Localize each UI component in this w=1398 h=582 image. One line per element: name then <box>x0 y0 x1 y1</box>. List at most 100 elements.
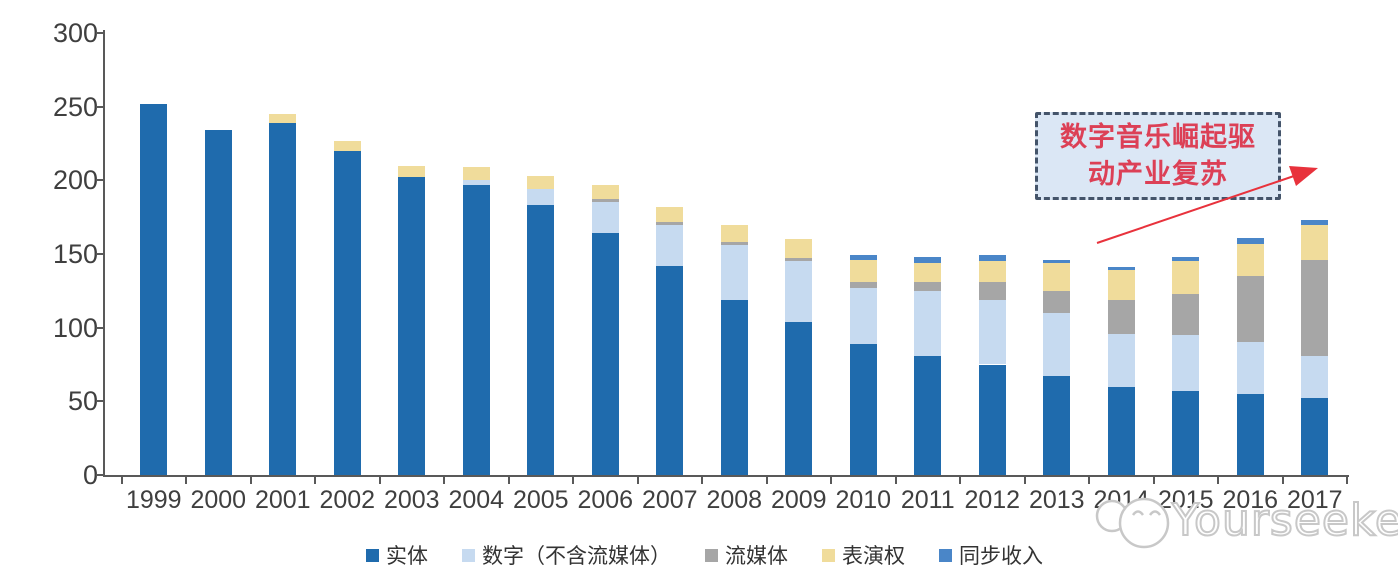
bar-segment-实体 <box>1236 393 1264 475</box>
y-axis-tick-label: 0 <box>82 460 98 490</box>
y-axis-tick-mark <box>96 32 105 34</box>
bar-segment-表演权 <box>1236 243 1264 277</box>
bar-segment-流媒体 <box>1043 290 1071 313</box>
x-axis-tick-mark <box>1088 477 1090 484</box>
x-axis-tick-mark <box>765 477 768 484</box>
y-axis-tick-label: 150 <box>52 239 98 269</box>
bar-segment-数字（不含流媒体） <box>656 224 684 266</box>
annotation-callout: 数字音乐崛起驱 动产业复苏 <box>1035 112 1281 200</box>
x-axis-tick-label: 2010 <box>835 486 892 514</box>
watermark-logo-icon <box>1095 497 1170 549</box>
legend-label: 同步收入 <box>959 545 1043 568</box>
bar-segment-表演权 <box>527 175 555 190</box>
x-axis-tick-label: 2002 <box>319 486 376 514</box>
x-axis-tick-label: 2016 <box>1222 486 1279 514</box>
x-axis-tick-label: 2005 <box>512 486 569 514</box>
x-axis-tick-mark <box>1346 477 1348 484</box>
bar-segment-实体 <box>140 103 168 475</box>
bar-segment-实体 <box>398 177 426 475</box>
bar-segment-表演权 <box>785 239 813 259</box>
x-axis-tick-label: 2000 <box>190 486 247 514</box>
bar-segment-数字（不含流媒体） <box>1043 312 1071 377</box>
bar-segment-数字（不含流媒体） <box>1236 342 1264 394</box>
bar-segment-实体 <box>720 299 748 475</box>
bar-segment-流媒体 <box>914 281 942 291</box>
x-axis-tick-mark <box>507 477 510 484</box>
x-axis-tick-label: 2003 <box>383 486 440 514</box>
y-axis-tick-label: 200 <box>52 165 98 196</box>
legend-swatch-icon <box>822 548 835 562</box>
x-axis-tick-mark <box>701 477 703 484</box>
bar-segment-实体 <box>204 130 232 475</box>
bar-segment-实体 <box>914 355 942 475</box>
bar-segment-流媒体 <box>978 281 1006 300</box>
bar-segment-流媒体 <box>849 281 877 288</box>
x-axis-tick-label: 2008 <box>706 486 763 514</box>
y-axis-tick-mark <box>96 253 105 255</box>
y-axis-tick-label: 250 <box>52 91 98 122</box>
x-axis-tick-label: 1999 <box>125 486 182 514</box>
bar-segment-表演权 <box>914 262 942 282</box>
bar-segment-同步收入 <box>978 255 1006 262</box>
bar-segment-同步收入 <box>849 255 877 260</box>
bar-segment-实体 <box>656 265 684 475</box>
annotation-text-line1: 数字音乐崛起驱 <box>1060 122 1256 152</box>
x-axis-tick-mark <box>894 477 897 484</box>
bar-segment-实体 <box>849 343 877 475</box>
x-axis-line <box>103 475 1349 477</box>
bar-segment-同步收入 <box>1301 220 1329 225</box>
bar-segment-数字（不含流媒体） <box>1301 355 1329 399</box>
bar-segment-实体 <box>591 233 619 475</box>
watermark: Yourseeker <box>1084 490 1398 552</box>
bar-segment-同步收入 <box>1236 237 1264 244</box>
bar-segment-数字（不含流媒体） <box>785 261 813 322</box>
legend-item-实体: 实体 <box>366 540 428 570</box>
y-axis-tick-mark <box>96 179 105 182</box>
x-axis-tick-label: 2001 <box>254 486 311 514</box>
bar-segment-数字（不含流媒体） <box>914 290 942 356</box>
legend-swatch-icon <box>366 548 379 562</box>
bar-segment-表演权 <box>1172 261 1200 294</box>
bar-segment-流媒体 <box>1107 299 1135 334</box>
bar-segment-实体 <box>462 184 490 475</box>
bar-segment-实体 <box>978 364 1006 475</box>
x-axis-tick-mark <box>830 477 832 484</box>
legend-swatch-icon <box>462 548 475 562</box>
legend-item-流媒体: 流媒体 <box>705 540 788 570</box>
bar-segment-表演权 <box>849 259 877 282</box>
y-axis-tick-mark <box>96 326 105 329</box>
x-axis-tick-label: 2004 <box>448 486 505 514</box>
legend-item-数字（不含流媒体）: 数字（不含流媒体） <box>462 540 671 570</box>
x-axis-tick-mark <box>314 477 316 484</box>
bar-segment-流媒体 <box>785 258 813 262</box>
bar-segment-表演权 <box>978 261 1006 282</box>
bar-segment-实体 <box>1043 376 1071 475</box>
x-axis-tick-mark <box>378 477 381 484</box>
bar-segment-同步收入 <box>1107 267 1135 271</box>
bar-segment-表演权 <box>720 224 748 243</box>
bar-segment-流媒体 <box>656 221 684 225</box>
x-axis-tick-mark <box>443 477 445 484</box>
y-axis-tick-mark <box>96 105 105 108</box>
x-axis-tick-label: 2009 <box>770 486 827 514</box>
x-axis-tick-mark <box>1281 477 1284 484</box>
bar-segment-数字（不含流媒体） <box>1172 335 1200 392</box>
bar-segment-实体 <box>527 205 555 475</box>
bar-segment-实体 <box>269 122 297 475</box>
bar-segment-数字（不含流媒体） <box>978 299 1006 365</box>
bar-segment-表演权 <box>398 165 426 178</box>
y-axis-tick-label: 50 <box>67 386 98 417</box>
bar-segment-数字（不含流媒体） <box>720 245 748 300</box>
x-axis-tick-label: 2012 <box>964 486 1021 514</box>
watermark-text: Yourseeker <box>1171 494 1398 547</box>
bar-segment-数字（不含流媒体） <box>462 180 490 185</box>
bar-segment-同步收入 <box>1043 259 1071 263</box>
bar-segment-流媒体 <box>1301 259 1329 356</box>
bar-segment-实体 <box>1301 398 1329 475</box>
bar-segment-流媒体 <box>720 242 748 246</box>
x-axis-tick-mark <box>249 477 252 484</box>
bar-segment-流媒体 <box>1236 276 1264 343</box>
bar-segment-数字（不含流媒体） <box>591 202 619 234</box>
bar-segment-同步收入 <box>1172 256 1200 262</box>
